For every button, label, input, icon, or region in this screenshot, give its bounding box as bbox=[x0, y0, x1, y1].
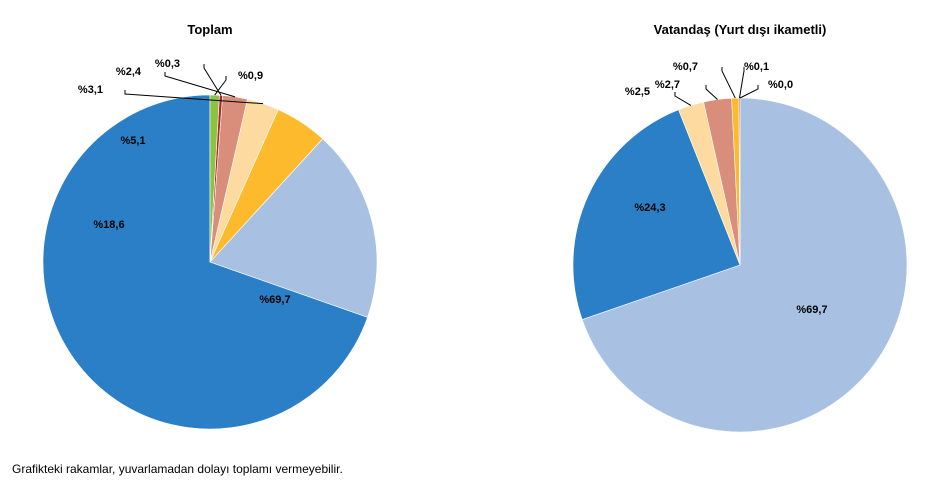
pie-data-label-0-2: %5,1 bbox=[120, 135, 145, 147]
pie-data-label-1-4: %0,7 bbox=[673, 61, 698, 73]
pie-data-label-0-4: %2,4 bbox=[116, 66, 142, 78]
pie-slice-0-6 bbox=[209, 94, 220, 263]
pie-leader-line-0-4 bbox=[164, 72, 236, 98]
pie-data-label-0-5: %0,3 bbox=[155, 58, 180, 70]
pie-data-label-1-0: %69,7 bbox=[796, 304, 827, 316]
toplam-chart-title: Toplam bbox=[187, 22, 232, 37]
pie-data-label-1-2: %2,5 bbox=[625, 86, 650, 98]
pie-leader-line-1-4 bbox=[721, 67, 736, 99]
pie-data-label-1-1: %24,3 bbox=[634, 202, 665, 214]
pie-slice-1-0 bbox=[581, 97, 908, 433]
pie-leader-line-1-6 bbox=[739, 85, 759, 99]
vatandas-pie-chart: Vatandaş (Yurt dışı ikametli) %69,7 %24,3… bbox=[572, 22, 908, 433]
pie-data-label-0-6: %0,9 bbox=[238, 70, 263, 82]
pie-leader-line-0-6 bbox=[214, 76, 227, 96]
pie-leader-line-0-5 bbox=[203, 64, 222, 96]
pie-data-label-0-0: %69,7 bbox=[259, 294, 290, 306]
pie-data-label-1-6: %0,0 bbox=[768, 79, 793, 91]
pie-data-label-0-1: %18,6 bbox=[93, 219, 124, 231]
pie-data-label-1-3: %2,7 bbox=[655, 79, 680, 91]
pie-data-label-0-3: %3,1 bbox=[78, 84, 103, 96]
pie-leader-line-0-3 bbox=[124, 90, 264, 105]
vatandas-chart-title: Vatandaş (Yurt dışı ikametli) bbox=[654, 22, 827, 37]
toplam-pie-chart: Toplam %69,7 %18,6 %5,1 %3,1 %2,4 %0,3 %0,9 bbox=[42, 22, 378, 430]
pie-leader-line-1-5 bbox=[738, 67, 745, 99]
pie-data-label-1-5: %0,1 bbox=[744, 61, 769, 73]
pie-slice-0-0 bbox=[42, 94, 368, 430]
pie-slice-1-1 bbox=[572, 109, 741, 320]
pie-leader-line-1-2 bbox=[674, 92, 692, 106]
footnote: Grafikteki rakamlar, yuvarlamadan dolayı… bbox=[12, 462, 343, 476]
pie-slice-0-1 bbox=[209, 138, 378, 318]
pie-leader-line-1-3 bbox=[705, 85, 718, 100]
